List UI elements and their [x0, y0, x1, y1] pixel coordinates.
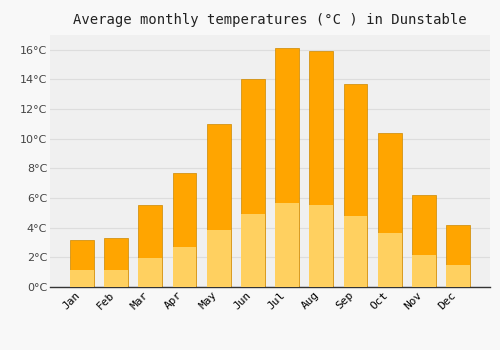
- Bar: [241, 214, 265, 287]
- Bar: [172, 247, 197, 287]
- Bar: [104, 238, 128, 287]
- Bar: [275, 203, 299, 287]
- Bar: [344, 84, 367, 287]
- Bar: [344, 216, 367, 287]
- Bar: [138, 205, 162, 287]
- Bar: [310, 51, 333, 287]
- Bar: [412, 255, 436, 287]
- Bar: [378, 133, 402, 287]
- Title: Average monthly temperatures (°C ) in Dunstable: Average monthly temperatures (°C ) in Du…: [73, 13, 467, 27]
- Bar: [70, 239, 94, 287]
- Bar: [310, 204, 333, 287]
- Bar: [446, 265, 470, 287]
- Bar: [70, 271, 94, 287]
- Bar: [207, 230, 231, 287]
- Bar: [275, 48, 299, 287]
- Bar: [207, 124, 231, 287]
- Bar: [104, 270, 128, 287]
- Bar: [138, 258, 162, 287]
- Bar: [241, 79, 265, 287]
- Bar: [446, 225, 470, 287]
- Bar: [172, 173, 197, 287]
- Bar: [378, 233, 402, 287]
- Bar: [412, 195, 436, 287]
